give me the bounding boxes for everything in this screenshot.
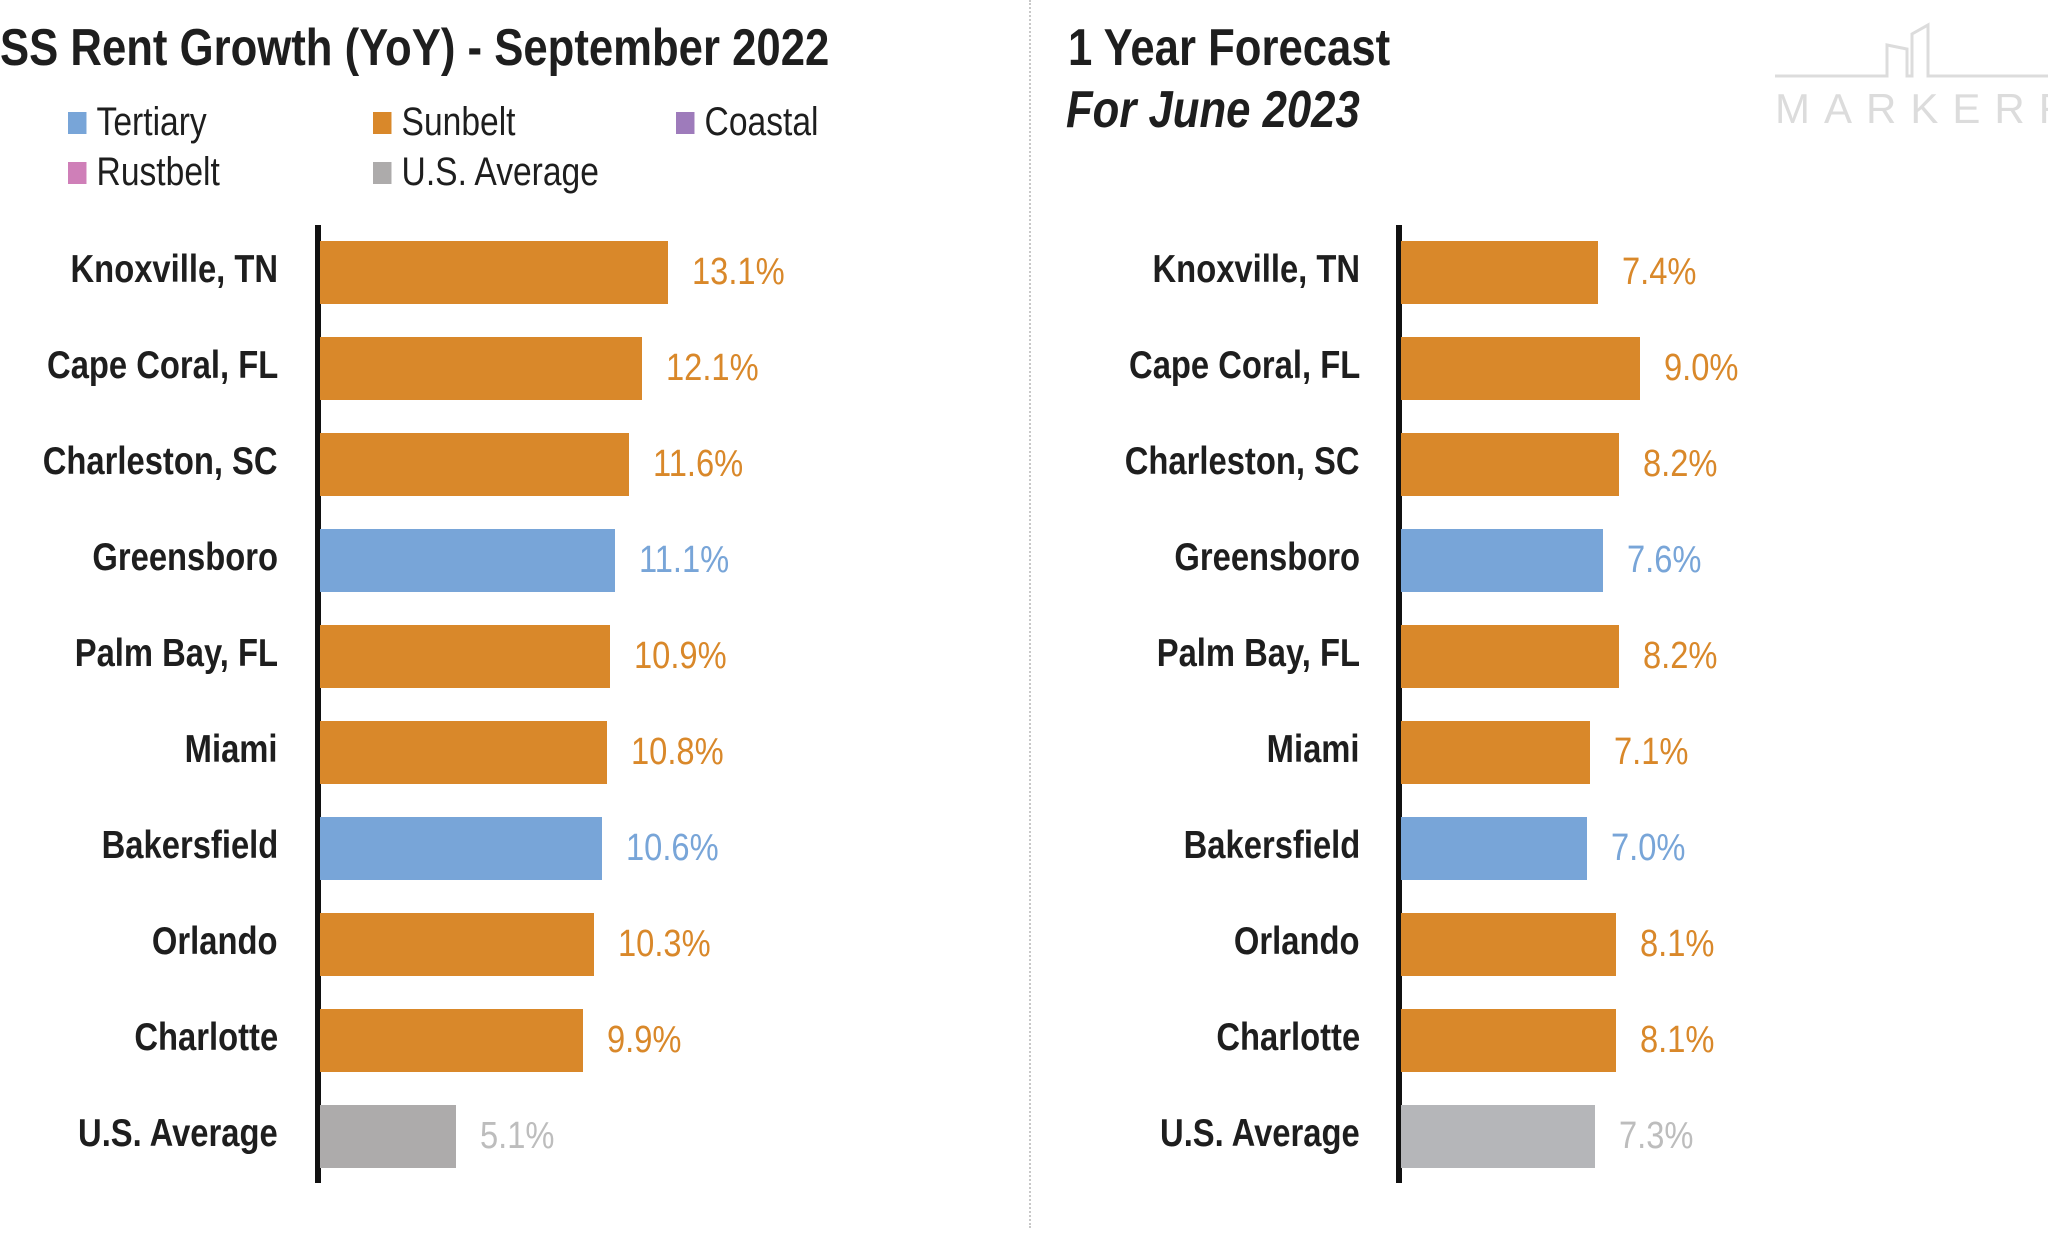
bar <box>320 1105 456 1168</box>
category-label: Bakersfield <box>101 824 278 867</box>
bar <box>320 241 669 304</box>
logo-text: MARKERR <box>1775 85 2048 130</box>
data-label: 11.1% <box>639 539 730 581</box>
data-label: 10.8% <box>631 731 724 773</box>
y-axis-line <box>315 225 321 1183</box>
data-label: 11.6% <box>652 443 743 485</box>
bar <box>320 433 629 496</box>
legend-label: Coastal <box>704 100 819 144</box>
bar <box>320 529 616 592</box>
data-label: 5.1% <box>479 1115 555 1157</box>
legend-item: Tertiary <box>68 100 207 145</box>
category-label: Charlotte <box>1216 1016 1360 1059</box>
data-label: 12.1% <box>665 347 759 389</box>
bar <box>1401 337 1641 400</box>
legend-label: Tertiary <box>96 100 207 144</box>
data-label: 7.3% <box>1619 1115 1694 1157</box>
right-chart-title: 1 Year Forecast <box>1068 19 1391 77</box>
legend-swatch <box>373 161 392 184</box>
data-label: 8.2% <box>1643 443 1718 485</box>
legend-item: U.S. Average <box>373 150 599 195</box>
bar <box>320 817 602 880</box>
category-label: Miami <box>1267 728 1360 771</box>
right-chart-subtitle: For June 2023 <box>1066 81 1360 139</box>
left-chart-title: SS Rent Growth (YoY) - September 2022 <box>0 19 830 77</box>
legend-label: U.S. Average <box>401 150 599 194</box>
y-axis-line <box>1396 225 1402 1183</box>
data-label: 10.6% <box>625 827 719 869</box>
data-label: 10.3% <box>617 923 711 965</box>
category-label: Bakersfield <box>1183 824 1360 867</box>
data-label: 9.0% <box>1664 347 1739 389</box>
bar <box>1401 241 1598 304</box>
data-label: 7.4% <box>1621 251 1697 293</box>
category-label: Knoxville, TN <box>1152 248 1360 291</box>
category-label: Greensboro <box>1174 536 1360 579</box>
data-label: 8.2% <box>1643 635 1718 677</box>
bar <box>320 721 608 784</box>
category-label: U.S. Average <box>78 1112 278 1155</box>
bar <box>1401 1009 1617 1072</box>
category-label: Greensboro <box>92 536 278 579</box>
category-label: Orlando <box>152 920 278 963</box>
markerr-logo: MARKERR <box>1775 22 2048 130</box>
bar <box>1401 529 1604 592</box>
legend-swatch <box>68 161 87 184</box>
category-label: Cape Coral, FL <box>1128 344 1360 387</box>
data-label: 13.1% <box>692 251 786 293</box>
bar <box>1401 1105 1596 1168</box>
data-label: 9.9% <box>607 1019 682 1061</box>
category-label: Palm Bay, FL <box>1156 632 1360 675</box>
data-label: 8.1% <box>1640 923 1715 965</box>
category-label: Charleston, SC <box>43 440 278 483</box>
bar <box>1401 433 1620 496</box>
category-label: Palm Bay, FL <box>74 632 278 675</box>
legend-label: Sunbelt <box>401 100 516 144</box>
legend-item: Sunbelt <box>373 100 516 145</box>
bar <box>1401 721 1590 784</box>
legend-item: Coastal <box>676 100 818 145</box>
bar <box>320 913 594 976</box>
category-label: Knoxville, TN <box>70 248 278 291</box>
bar <box>320 1009 584 1072</box>
legend-swatch <box>676 111 695 134</box>
category-label: Charlotte <box>134 1016 278 1059</box>
data-label: 7.0% <box>1611 827 1686 869</box>
panel-divider <box>1029 0 1031 1228</box>
legend-swatch <box>68 111 87 134</box>
bar <box>320 625 610 688</box>
data-label: 8.1% <box>1640 1019 1715 1061</box>
category-label: Cape Coral, FL <box>46 344 278 387</box>
bar <box>1401 913 1617 976</box>
data-label: 7.1% <box>1613 731 1689 773</box>
category-label: Orlando <box>1234 920 1360 963</box>
legend-label: Rustbelt <box>96 150 220 194</box>
category-label: Charleston, SC <box>1125 440 1360 483</box>
bar <box>1401 817 1588 880</box>
category-label: Miami <box>185 728 278 771</box>
data-label: 7.6% <box>1627 539 1702 581</box>
legend-item: Rustbelt <box>68 150 220 195</box>
bar <box>320 337 642 400</box>
legend-swatch <box>373 111 392 134</box>
category-label: U.S. Average <box>1160 1112 1360 1155</box>
data-label: 10.9% <box>633 635 727 677</box>
bar <box>1401 625 1620 688</box>
